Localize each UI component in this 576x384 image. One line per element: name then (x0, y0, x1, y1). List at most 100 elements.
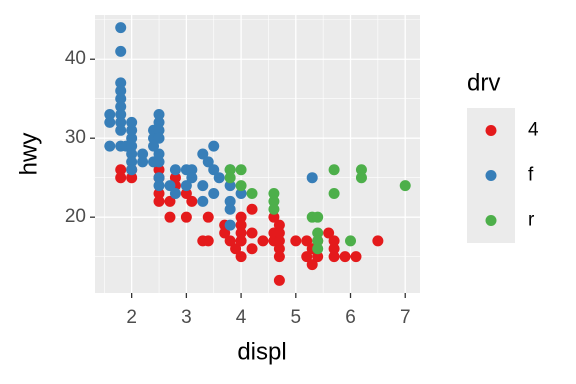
point (202, 211, 214, 223)
point (126, 140, 138, 152)
y-tick-label: 40 (65, 48, 86, 69)
point (164, 195, 176, 207)
point (224, 195, 236, 207)
legend-marker (485, 125, 497, 136)
point (115, 45, 127, 57)
point (208, 187, 220, 199)
point (230, 243, 242, 255)
point (290, 235, 302, 247)
point (180, 187, 192, 199)
point (246, 187, 258, 199)
point (235, 227, 247, 239)
point (224, 180, 236, 192)
point (153, 124, 165, 136)
point (246, 243, 258, 255)
point (186, 195, 198, 207)
legend-label: f (528, 165, 534, 186)
point (208, 140, 220, 152)
point (268, 211, 280, 223)
point (164, 180, 176, 192)
point (273, 227, 285, 239)
point (115, 101, 127, 113)
y-axis-label: hwy (15, 133, 42, 176)
point (328, 251, 340, 263)
point (224, 219, 236, 231)
point (126, 156, 138, 168)
point (372, 235, 384, 247)
point (153, 164, 165, 176)
point (180, 211, 192, 223)
point (235, 219, 247, 231)
point (115, 22, 127, 34)
point (153, 187, 165, 199)
point (197, 195, 209, 207)
point (219, 227, 231, 239)
point (126, 148, 138, 160)
y-tick-label: 30 (65, 127, 86, 148)
point (153, 116, 165, 128)
point (399, 180, 411, 192)
point (213, 172, 225, 184)
point (323, 227, 335, 239)
x-tick-label: 2 (126, 307, 137, 328)
y-tick-label: 20 (65, 206, 86, 227)
point (126, 124, 138, 136)
point (115, 77, 127, 89)
x-tick-label: 6 (345, 307, 356, 328)
point (197, 180, 209, 192)
point (169, 164, 181, 176)
point (301, 235, 313, 247)
point (273, 251, 285, 263)
point (169, 187, 181, 199)
point (312, 243, 324, 255)
point (312, 227, 324, 239)
point (273, 219, 285, 231)
legend-marker (485, 170, 497, 181)
point (153, 156, 165, 168)
point (355, 172, 367, 184)
point (208, 164, 220, 176)
point (104, 140, 116, 152)
point (153, 132, 165, 144)
point (339, 251, 351, 263)
point (268, 187, 280, 199)
x-tick-label: 3 (181, 307, 192, 328)
point (126, 164, 138, 176)
point (268, 195, 280, 207)
point (153, 109, 165, 121)
point (224, 203, 236, 215)
point (153, 180, 165, 192)
point (301, 251, 313, 263)
point (202, 235, 214, 247)
point (312, 211, 324, 223)
point (126, 132, 138, 144)
point (153, 195, 165, 207)
point (137, 156, 149, 168)
point (273, 274, 285, 286)
point (306, 259, 318, 271)
point (126, 172, 138, 184)
point (328, 235, 340, 247)
legend-title: drv (467, 69, 500, 96)
point (180, 180, 192, 192)
point (235, 211, 247, 223)
point (115, 85, 127, 97)
point (306, 172, 318, 184)
point (169, 172, 181, 184)
x-tick-label: 4 (236, 307, 247, 328)
point (224, 235, 236, 247)
point (202, 156, 214, 168)
point (104, 116, 116, 128)
point (312, 235, 324, 247)
point (115, 164, 127, 176)
point (328, 243, 340, 255)
point (273, 235, 285, 247)
legend-marker (485, 215, 497, 226)
point (246, 227, 258, 239)
x-tick-label: 7 (400, 307, 411, 328)
point (153, 148, 165, 160)
point (115, 116, 127, 128)
point (224, 172, 236, 184)
point (224, 164, 236, 176)
